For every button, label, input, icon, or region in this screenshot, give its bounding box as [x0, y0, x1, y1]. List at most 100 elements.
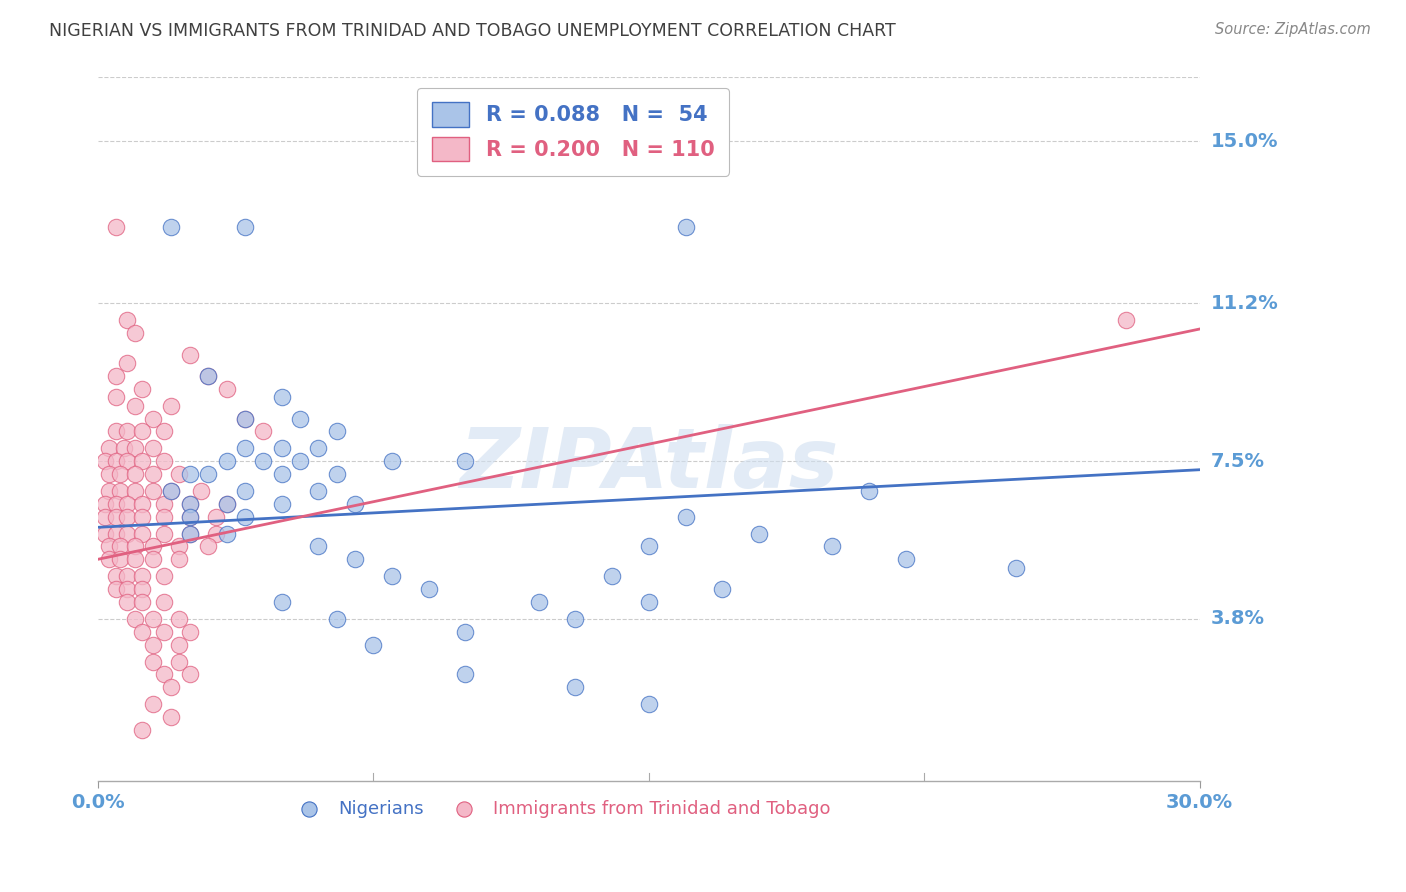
Point [204, 526, 226, 541]
Point [131, 723, 153, 737]
Point [105, 368, 128, 383]
Point [153, 425, 176, 439]
Point [215, 497, 238, 511]
Text: ZIPAtlas: ZIPAtlas [460, 424, 838, 505]
Point [270, 497, 292, 511]
Point [117, 582, 139, 596]
Point [105, 219, 128, 234]
Point [117, 497, 139, 511]
Point [270, 595, 292, 609]
Point [179, 667, 201, 681]
Point [117, 569, 139, 583]
Point [179, 509, 201, 524]
Point [153, 667, 176, 681]
Point [98, 467, 121, 481]
Point [117, 509, 139, 524]
Point [105, 390, 128, 404]
Point [179, 467, 201, 481]
Point [381, 454, 404, 468]
Point [233, 411, 256, 425]
Point [637, 595, 659, 609]
Point [131, 454, 153, 468]
Point [215, 382, 238, 396]
Point [142, 483, 165, 498]
Point [167, 540, 190, 554]
Point [124, 442, 146, 456]
Text: 15.0%: 15.0% [1211, 132, 1278, 151]
Point [197, 368, 219, 383]
Point [233, 411, 256, 425]
Point [117, 356, 139, 370]
Point [252, 425, 274, 439]
Point [454, 454, 477, 468]
Point [204, 509, 226, 524]
Point [117, 313, 139, 327]
Point [167, 638, 190, 652]
Point [108, 483, 131, 498]
Point [637, 698, 659, 712]
Point [117, 595, 139, 609]
Point [527, 595, 550, 609]
Point [270, 390, 292, 404]
Point [94, 454, 117, 468]
Point [153, 569, 176, 583]
Point [167, 655, 190, 669]
Point [325, 467, 347, 481]
Point [153, 595, 176, 609]
Point [131, 582, 153, 596]
Point [94, 497, 117, 511]
Point [711, 582, 734, 596]
Point [142, 638, 165, 652]
Point [675, 509, 697, 524]
Point [153, 526, 176, 541]
Point [108, 540, 131, 554]
Text: 7.5%: 7.5% [1211, 451, 1265, 471]
Point [307, 540, 329, 554]
Point [142, 655, 165, 669]
Point [108, 552, 131, 566]
Point [748, 526, 770, 541]
Point [252, 454, 274, 468]
Point [131, 569, 153, 583]
Point [131, 425, 153, 439]
Point [142, 552, 165, 566]
Text: 11.2%: 11.2% [1211, 294, 1278, 313]
Point [197, 368, 219, 383]
Point [131, 382, 153, 396]
Point [124, 612, 146, 626]
Point [124, 483, 146, 498]
Point [167, 612, 190, 626]
Point [105, 582, 128, 596]
Point [381, 569, 404, 583]
Point [233, 483, 256, 498]
Point [454, 667, 477, 681]
Point [153, 509, 176, 524]
Point [124, 326, 146, 341]
Point [233, 442, 256, 456]
Point [564, 680, 586, 694]
Point [215, 454, 238, 468]
Point [160, 399, 183, 413]
Point [105, 526, 128, 541]
Point [160, 483, 183, 498]
Point [167, 552, 190, 566]
Point [325, 612, 347, 626]
Point [142, 540, 165, 554]
Point [94, 526, 117, 541]
Point [179, 348, 201, 362]
Point [105, 425, 128, 439]
Point [270, 442, 292, 456]
Point [98, 540, 121, 554]
Point [307, 442, 329, 456]
Legend: Nigerians, Immigrants from Trinidad and Tobago: Nigerians, Immigrants from Trinidad and … [284, 792, 838, 825]
Point [675, 219, 697, 234]
Point [1005, 561, 1028, 575]
Point [160, 710, 183, 724]
Point [179, 526, 201, 541]
Point [821, 540, 844, 554]
Point [124, 399, 146, 413]
Point [117, 454, 139, 468]
Point [153, 497, 176, 511]
Text: NIGERIAN VS IMMIGRANTS FROM TRINIDAD AND TOBAGO UNEMPLOYMENT CORRELATION CHART: NIGERIAN VS IMMIGRANTS FROM TRINIDAD AND… [49, 22, 896, 40]
Point [142, 698, 165, 712]
